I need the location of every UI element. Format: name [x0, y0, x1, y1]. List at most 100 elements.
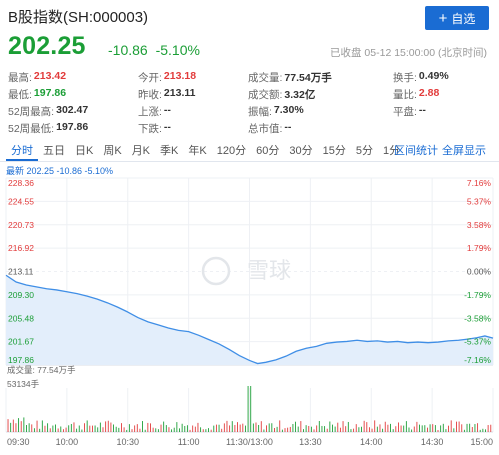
- pct-tick-label: -3.58%: [464, 313, 491, 323]
- stat-value: 302.47: [56, 104, 89, 116]
- price-tick-label: 209.30: [8, 290, 34, 300]
- tab-2[interactable]: 日K: [75, 145, 94, 157]
- pct-tick-label: 3.58%: [467, 220, 492, 230]
- watermark-logo-icon: [201, 256, 231, 286]
- stat-cell: 振幅: 7.30%: [248, 104, 393, 119]
- fullscreen-link[interactable]: 全屏显示: [442, 145, 486, 157]
- stat-cell: 昨收: 213.11: [138, 87, 248, 102]
- stat-label: 振幅:: [248, 106, 272, 118]
- stat-value: 197.86: [33, 87, 67, 99]
- add-watchlist-label: 自选: [451, 11, 476, 26]
- stat-label: 上涨:: [138, 106, 162, 118]
- pct-tick-label: 0.00%: [467, 267, 492, 277]
- stat-label: 最低:: [8, 89, 32, 101]
- price-line: [5, 274, 494, 365]
- stat-value: --: [284, 121, 292, 133]
- range-stats-link[interactable]: 区间统计: [394, 145, 438, 157]
- stat-cell: 成交量: 77.54万手: [248, 70, 393, 85]
- time-tick-label: 11:30/13:00: [226, 437, 273, 447]
- watermark-text: 雪球: [247, 258, 291, 283]
- time-tick-label: 14:00: [360, 437, 383, 447]
- tab-9[interactable]: 30分: [289, 145, 313, 157]
- price-tick-label: 228.36: [8, 178, 34, 188]
- stat-value: 213.11: [163, 87, 196, 99]
- pct-tick-label: 5.37%: [467, 196, 492, 206]
- stat-label: 换手:: [393, 72, 417, 84]
- stats-row: 最低: 197.86 昨收: 213.11 成交额: 3.32亿 量比: 2.88: [8, 86, 494, 103]
- volume-scale-label: 53134手: [7, 379, 40, 389]
- stat-label: 今开:: [138, 72, 162, 84]
- tab-5[interactable]: 季K: [160, 145, 179, 157]
- stat-cell: 量比: 2.88: [393, 87, 494, 102]
- stat-value: 7.30%: [273, 104, 304, 116]
- stat-cell: 最低: 197.86: [8, 87, 138, 102]
- stat-label: 52周最低:: [8, 123, 55, 135]
- tab-8[interactable]: 60分: [256, 145, 280, 157]
- tab-1[interactable]: 五日: [43, 145, 65, 157]
- price-tick-label: 216.92: [8, 243, 34, 253]
- stat-cell: 换手: 0.49%: [393, 70, 494, 85]
- stat-label: 昨收:: [138, 89, 162, 101]
- tab-10[interactable]: 15分: [322, 145, 346, 157]
- change-absolute: -10.86: [108, 42, 148, 58]
- stat-value: 213.42: [33, 70, 67, 82]
- time-tick-label: 11:00: [178, 437, 200, 447]
- price-area: [6, 275, 493, 365]
- stat-label: 量比:: [393, 89, 417, 101]
- stats-row: 52周最低: 197.86 下跌: -- 总市值: --: [8, 120, 494, 137]
- chart-legend: 最新 202.25 -10.86 -5.10%: [6, 166, 114, 176]
- time-tick-label: 13:30: [299, 437, 322, 447]
- current-price: 202.25: [8, 32, 86, 60]
- tab-11[interactable]: 5分: [355, 145, 373, 157]
- pct-tick-label: -5.37%: [464, 337, 491, 347]
- price-tick-label: 197.86: [8, 355, 34, 365]
- stat-value: 213.18: [163, 70, 197, 82]
- stat-value: 2.88: [418, 87, 440, 99]
- stat-label: 平盘:: [393, 106, 417, 118]
- price-tick-label: 205.48: [8, 313, 34, 323]
- change-percent: -5.10%: [155, 42, 200, 58]
- stats-row: 52周最高: 302.47 上涨: -- 振幅: 7.30% 平盘: --: [8, 103, 494, 120]
- time-tick-label: 09:30: [7, 437, 30, 447]
- add-watchlist-button[interactable]: + 自选: [425, 6, 489, 30]
- stat-label: 成交量:: [248, 72, 283, 84]
- stat-value: 197.86: [56, 121, 89, 133]
- time-tick-label: 15:00: [470, 437, 493, 447]
- price-tick-label: 201.67: [8, 337, 34, 347]
- stat-label: 52周最高:: [8, 106, 55, 118]
- tab-6[interactable]: 年K: [188, 145, 207, 157]
- pct-tick-label: 1.79%: [467, 243, 492, 253]
- plus-icon: +: [438, 9, 448, 27]
- tab-4[interactable]: 月K: [131, 145, 151, 157]
- stat-cell: 上涨: --: [138, 104, 248, 119]
- stat-value: --: [418, 104, 426, 116]
- stat-value: --: [163, 121, 171, 133]
- tab-0[interactable]: 分时: [6, 143, 38, 161]
- price-tick-label: 220.73: [8, 220, 34, 230]
- stat-label: 最高:: [8, 72, 32, 84]
- tab-3[interactable]: 周K: [103, 145, 122, 157]
- stat-cell: 最高: 213.42: [8, 70, 138, 85]
- stat-value: 3.32亿: [284, 89, 316, 101]
- stats-row: 最高: 213.42 今开: 213.18 成交量: 77.54万手 换手: 0.49%: [8, 69, 494, 86]
- stat-cell: 52周最高: 302.47: [8, 104, 138, 119]
- tab-12[interactable]: 1分: [382, 145, 401, 157]
- price-tick-label: 224.55: [8, 196, 34, 206]
- stats-table: 最高: 213.42 今开: 213.18 成交量: 77.54万手 换手: 0.49% 最低:…: [8, 69, 494, 137]
- pct-tick-label: -7.16%: [464, 355, 491, 365]
- stat-label: 总市值:: [248, 123, 283, 135]
- stat-label: 下跌:: [138, 123, 162, 135]
- stat-cell: 今开: 213.18: [138, 70, 248, 85]
- stat-cell: 52周最低: 197.86: [8, 121, 138, 136]
- price-change: -10.86 -5.10%: [108, 42, 204, 58]
- stat-cell: 下跌: --: [138, 121, 248, 136]
- stat-value: --: [163, 104, 171, 116]
- chart-period-tabs: 分时 五日 日K 周K 月K 季K 年K 120分 60分 30分 15分 5分 1分 区间统计 全屏显…: [0, 143, 499, 162]
- time-tick-label: 10:00: [56, 437, 79, 447]
- stat-cell: 总市值: --: [248, 121, 393, 136]
- tab-7[interactable]: 120分: [216, 145, 247, 157]
- time-tick-label: 14:30: [421, 437, 444, 447]
- stat-cell: 平盘: --: [393, 104, 494, 119]
- stat-cell: 成交额: 3.32亿: [248, 87, 393, 102]
